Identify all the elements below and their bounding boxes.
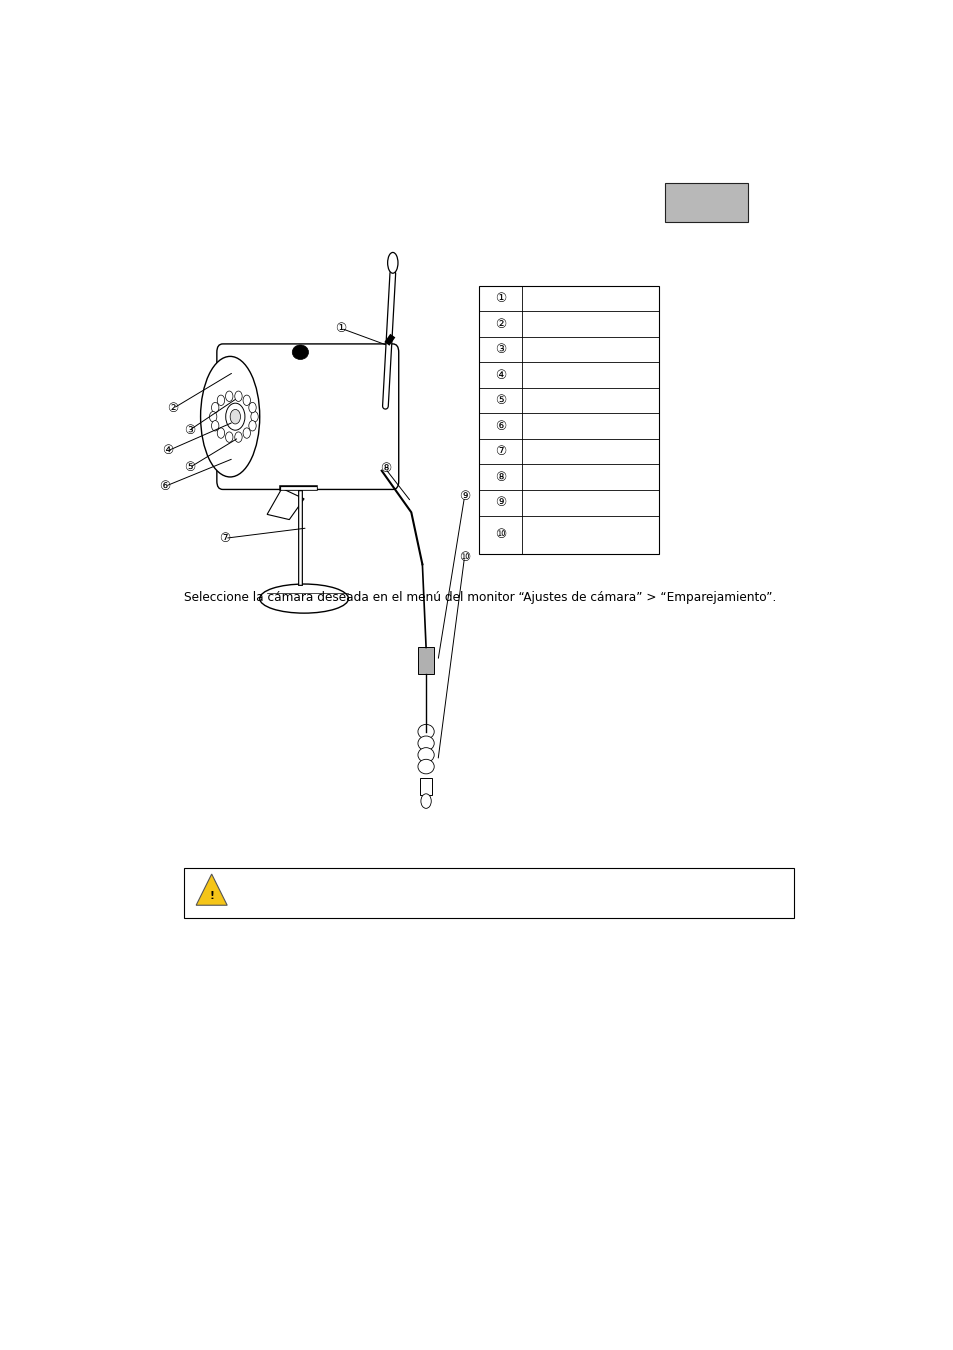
Text: !: ! <box>209 891 213 900</box>
Text: ⑤: ⑤ <box>184 462 195 474</box>
Bar <box>417 648 434 675</box>
Text: ③: ③ <box>495 343 505 356</box>
FancyBboxPatch shape <box>216 344 398 490</box>
Text: ③: ③ <box>184 424 195 436</box>
Bar <box>183 868 794 918</box>
Ellipse shape <box>259 585 348 613</box>
Circle shape <box>249 421 256 431</box>
Text: ⑦: ⑦ <box>495 446 505 458</box>
Text: ⑧: ⑧ <box>495 471 505 483</box>
Text: ⑩: ⑩ <box>458 551 470 563</box>
Text: ⑨: ⑨ <box>495 497 505 509</box>
Circle shape <box>217 396 224 405</box>
Text: ②: ② <box>495 317 505 331</box>
Ellipse shape <box>292 346 308 359</box>
Circle shape <box>212 421 218 431</box>
Circle shape <box>420 794 431 809</box>
Circle shape <box>243 396 251 405</box>
Text: ⑥: ⑥ <box>159 479 171 493</box>
Ellipse shape <box>417 748 434 763</box>
Ellipse shape <box>417 736 434 751</box>
Polygon shape <box>267 489 304 520</box>
Circle shape <box>234 392 242 401</box>
Circle shape <box>234 432 242 443</box>
Bar <box>478 286 659 554</box>
Text: ⑥: ⑥ <box>495 420 505 433</box>
Text: ⑧: ⑧ <box>379 462 391 475</box>
Ellipse shape <box>200 356 259 477</box>
Polygon shape <box>196 873 227 906</box>
Text: ④: ④ <box>161 444 172 458</box>
Circle shape <box>230 409 240 424</box>
Ellipse shape <box>417 759 434 774</box>
Text: Seleccione la cámara deseada en el menú del monitor “Ajustes de cámara” > “Empar: Seleccione la cámara deseada en el menú … <box>184 591 776 603</box>
Ellipse shape <box>417 725 434 738</box>
Text: ⑦: ⑦ <box>219 532 231 545</box>
Circle shape <box>212 402 218 413</box>
Text: ①: ① <box>495 292 505 305</box>
Circle shape <box>251 412 258 421</box>
Ellipse shape <box>387 252 397 273</box>
Text: ④: ④ <box>495 369 505 382</box>
Circle shape <box>225 432 233 443</box>
Text: ②: ② <box>168 402 178 414</box>
Circle shape <box>226 404 245 431</box>
Text: ①: ① <box>335 321 346 335</box>
Bar <box>664 182 748 223</box>
Circle shape <box>243 428 251 439</box>
Bar <box>419 778 432 795</box>
Circle shape <box>217 428 224 439</box>
Text: ⑨: ⑨ <box>458 490 470 504</box>
Text: ⑤: ⑤ <box>495 394 505 408</box>
Circle shape <box>249 402 256 413</box>
Text: ⑩: ⑩ <box>495 528 505 541</box>
Circle shape <box>210 412 216 421</box>
Circle shape <box>225 392 233 401</box>
